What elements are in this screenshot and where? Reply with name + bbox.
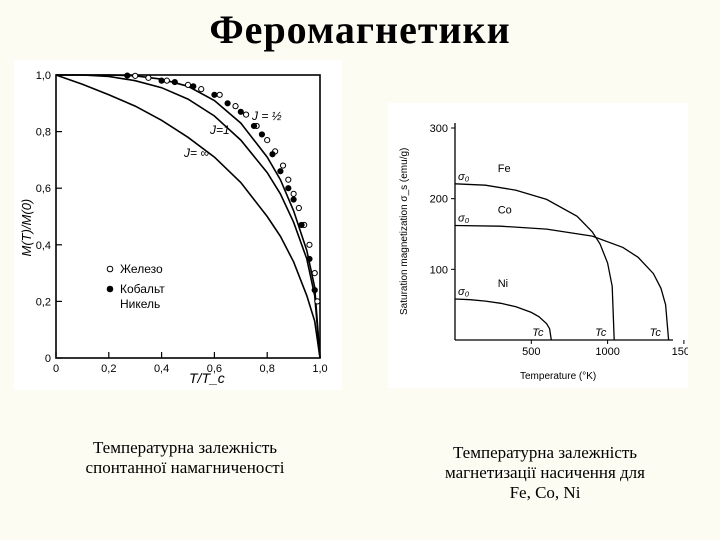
curve-label: J=1: [209, 123, 230, 137]
legend-label: Железо: [120, 262, 163, 276]
series-label: Fe: [498, 163, 511, 175]
y-axis-label: M(T)/M(0): [19, 199, 34, 257]
y-tick-label: 200: [430, 194, 448, 206]
y-tick-label: 300: [430, 123, 448, 135]
x-tick-label: 0: [53, 363, 59, 375]
tc-label: Tc: [650, 327, 662, 339]
caption-right-line: Температурна залежність: [452, 443, 638, 462]
y-tick-label: 0,2: [36, 296, 51, 308]
series-label: Ni: [498, 278, 508, 290]
curve-line: [454, 298, 552, 341]
x-tick-label: 1,0: [312, 363, 327, 375]
legend-marker: [106, 265, 114, 273]
data-point: [158, 77, 165, 84]
x-axis-label: T/T_c: [189, 370, 225, 386]
curve-line: [55, 74, 321, 359]
saturation-magnetization-chart: 100 200 300 500 1000 1500 Temperature (°K) Satu…: [388, 103, 688, 388]
data-point: [306, 255, 313, 263]
x-tick-label: 0,6: [207, 363, 222, 375]
y-tick-label: 0,8: [36, 127, 51, 139]
data-point: [232, 103, 239, 110]
right-chart-svg: 100 200 300 500 1000 1500 Temperature (°K) Satu…: [399, 123, 688, 382]
x-tick-label: 0,8: [260, 363, 275, 375]
caption-right: Температурна залежність магнетизації нас…: [400, 443, 690, 503]
data-point: [211, 91, 218, 98]
data-point: [145, 74, 152, 81]
data-point: [269, 151, 276, 158]
data-point: [311, 286, 318, 294]
y-tick-label: 0,4: [36, 240, 51, 252]
data-point: [250, 122, 258, 130]
curve-line: [56, 74, 321, 359]
data-point: [184, 81, 192, 89]
tc-label: Tc: [595, 327, 607, 339]
data-point: [306, 241, 313, 248]
legend-label: Никель: [120, 297, 160, 311]
series-label: Co: [498, 205, 512, 217]
data-point: [295, 204, 302, 212]
caption-right-line: Fe, Co, Ni: [509, 483, 581, 502]
curve-label: J= ∞: [183, 146, 209, 160]
data-point: [277, 168, 284, 175]
caption-left: Температурна залежність спонтанної намаг…: [40, 438, 330, 478]
sigma0-label: σ₀: [458, 213, 470, 225]
plot-frame: [55, 74, 321, 359]
legend-label: Кобальт: [120, 282, 165, 296]
y-tick-label: 1,0: [36, 70, 51, 82]
data-point: [279, 162, 287, 169]
data-point: [298, 221, 305, 229]
data-point: [163, 77, 170, 84]
y-tick-label: 0: [45, 353, 51, 365]
x-tick-label: 1000: [595, 346, 619, 358]
caption-right-line: магнетизації насичення для: [445, 463, 645, 482]
data-point: [311, 270, 318, 277]
legend-marker: [106, 285, 114, 293]
data-point: [171, 78, 178, 86]
data-point: [190, 83, 197, 90]
data-point: [285, 185, 292, 192]
y-tick-label: 100: [430, 264, 448, 276]
data-point: [264, 136, 271, 144]
page-title: Феромагнетики: [209, 7, 511, 52]
x-tick-label: 1500: [672, 346, 688, 358]
curve-line: [56, 74, 321, 359]
data-point: [198, 86, 205, 93]
y-tick-label: 0,6: [36, 183, 51, 195]
left-chart-svg: 0 0,2 0,4 0,6 0,8 1,0 0 0,2 0,4 0,6 0,8 1,0 T/T_c M(T…: [19, 70, 328, 386]
curve-line: [454, 224, 670, 341]
curve-line: [454, 183, 615, 341]
data-point: [224, 100, 231, 107]
data-point: [258, 131, 266, 138]
caption-left-line: Температурна залежність: [92, 438, 278, 457]
x-tick-label: 500: [522, 346, 540, 358]
data-point: [314, 298, 321, 305]
sigma0-label: σ₀: [458, 286, 470, 298]
data-point: [285, 176, 292, 183]
data-point: [237, 108, 244, 115]
data-point: [124, 72, 131, 79]
tc-label: Tc: [532, 327, 544, 339]
curve-label: J = ½: [251, 109, 282, 123]
magnetization-vs-reduced-temperature-chart: 0 0,2 0,4 0,6 0,8 1,0 0 0,2 0,4 0,6 0,8 1,0 T/T_c M(T…: [14, 60, 342, 390]
x-tick-label: 0,2: [101, 363, 116, 375]
y-axis-label: Saturation magnetization σ_s (emu/g): [399, 148, 410, 315]
sigma0-label: σ₀: [458, 171, 470, 183]
x-axis-label: Temperature (°K): [520, 371, 596, 382]
data-point: [290, 190, 297, 197]
data-point: [242, 111, 250, 118]
caption-left-line: спонтанної намагниченості: [85, 458, 285, 477]
data-point: [132, 72, 139, 79]
x-tick-label: 0,4: [154, 363, 169, 375]
data-point: [216, 91, 223, 98]
data-point: [290, 196, 297, 203]
